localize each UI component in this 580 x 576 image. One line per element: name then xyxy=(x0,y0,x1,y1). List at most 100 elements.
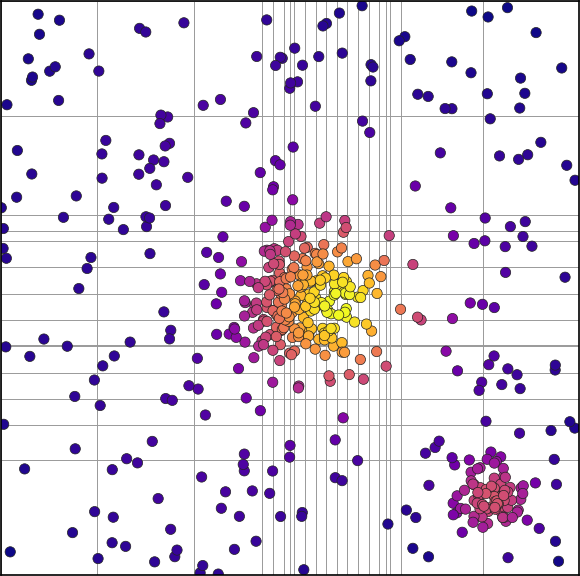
Point xyxy=(301,256,310,266)
Point xyxy=(264,263,273,272)
Point xyxy=(280,294,289,304)
Point xyxy=(490,473,499,483)
Point xyxy=(476,504,485,513)
Point xyxy=(334,310,343,320)
Point xyxy=(121,542,130,551)
Point xyxy=(339,413,348,422)
Point xyxy=(254,342,263,351)
Point xyxy=(72,191,81,200)
Point xyxy=(165,334,174,343)
Point xyxy=(311,249,320,258)
Point xyxy=(54,96,63,105)
Point xyxy=(516,74,525,83)
Point xyxy=(293,77,302,86)
Point xyxy=(449,510,458,520)
Point xyxy=(289,263,299,272)
Point xyxy=(27,169,37,179)
Point xyxy=(520,89,530,98)
Point xyxy=(212,329,222,339)
Point xyxy=(145,213,154,222)
Point xyxy=(335,9,344,18)
Point xyxy=(499,491,508,500)
Point xyxy=(276,512,285,521)
Point xyxy=(382,362,391,371)
Point xyxy=(321,351,330,360)
Point xyxy=(70,392,79,401)
Point xyxy=(256,406,265,415)
Point xyxy=(408,544,418,553)
Point xyxy=(473,488,483,497)
Point xyxy=(281,274,291,283)
Point xyxy=(262,245,271,255)
Point xyxy=(496,452,505,461)
Point xyxy=(302,270,311,279)
Point xyxy=(339,273,349,282)
Point xyxy=(486,448,495,457)
Point xyxy=(20,464,29,473)
Point xyxy=(353,293,362,302)
Point xyxy=(310,344,320,354)
Point xyxy=(240,449,249,458)
Point xyxy=(13,146,22,155)
Point xyxy=(327,309,336,319)
Point xyxy=(318,324,327,333)
Point xyxy=(277,326,286,335)
Point xyxy=(156,111,165,120)
Point xyxy=(284,317,293,326)
Point xyxy=(135,24,144,33)
Point xyxy=(303,318,313,327)
Point xyxy=(478,300,487,309)
Point xyxy=(490,483,499,492)
Point xyxy=(546,426,556,435)
Point xyxy=(193,354,202,363)
Point xyxy=(85,50,94,59)
Point xyxy=(352,254,361,263)
Point xyxy=(313,301,322,310)
Point xyxy=(90,507,99,516)
Point xyxy=(200,280,209,289)
Point xyxy=(325,377,335,386)
Point xyxy=(372,347,381,356)
Point xyxy=(68,528,77,537)
Point xyxy=(505,483,514,492)
Point xyxy=(108,465,117,474)
Point xyxy=(250,301,259,310)
Point xyxy=(275,260,284,269)
Point xyxy=(119,225,128,234)
Point xyxy=(550,361,560,370)
Point xyxy=(483,89,492,98)
Point xyxy=(314,335,324,344)
Point xyxy=(269,306,278,315)
Point xyxy=(222,196,231,206)
Point xyxy=(135,150,144,160)
Point xyxy=(268,185,277,195)
Point xyxy=(109,203,118,212)
Point xyxy=(217,287,226,297)
Point xyxy=(275,314,284,323)
Point xyxy=(523,150,532,160)
Point xyxy=(280,273,289,282)
Point xyxy=(499,513,509,522)
Point xyxy=(304,327,314,336)
Point xyxy=(340,348,349,357)
Point xyxy=(278,54,287,63)
Point xyxy=(367,327,376,336)
Point xyxy=(238,460,248,469)
Point xyxy=(276,340,285,349)
Point xyxy=(279,290,288,300)
Point xyxy=(24,54,33,63)
Point xyxy=(241,393,251,403)
Point xyxy=(491,481,500,490)
Point xyxy=(332,281,342,290)
Point xyxy=(304,329,313,338)
Point xyxy=(275,268,284,278)
Point xyxy=(324,262,334,271)
Point xyxy=(557,63,566,73)
Point xyxy=(236,276,245,285)
Point xyxy=(235,511,244,521)
Point xyxy=(496,480,505,489)
Point xyxy=(570,176,579,185)
Point xyxy=(110,351,119,361)
Point xyxy=(411,513,420,522)
Point xyxy=(466,68,476,77)
